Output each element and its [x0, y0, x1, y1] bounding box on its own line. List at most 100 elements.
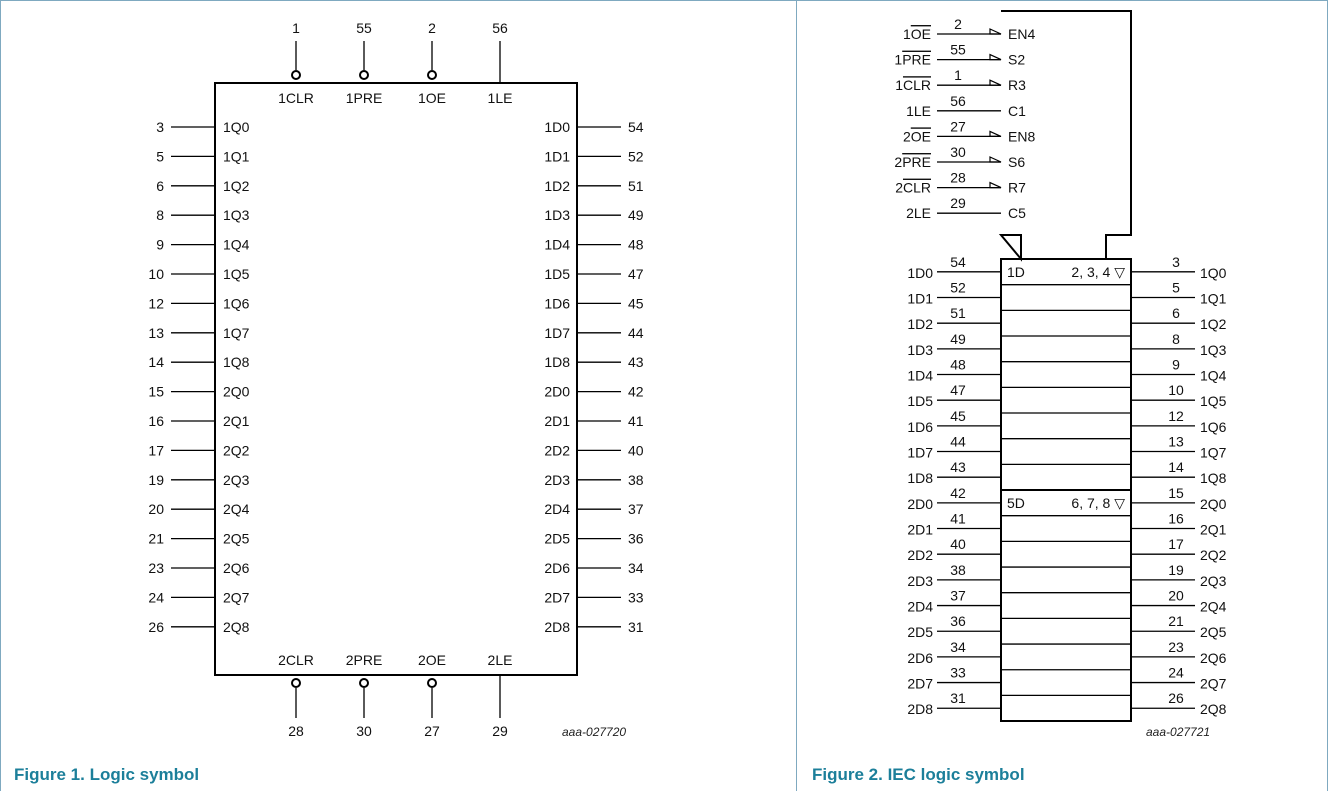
fig2-input-pin-number: 31 [950, 690, 966, 706]
fig1-right-pin-label: 2D2 [544, 442, 570, 458]
fig2-input-pin-name: 2D3 [907, 573, 933, 589]
fig1-right-pin-label: 1D5 [544, 266, 570, 282]
fig1-right-pin-number: 47 [628, 266, 644, 282]
fig2-input-pin-name: 1D6 [907, 419, 933, 435]
fig2-output-pin-name: 2Q1 [1200, 522, 1227, 538]
fig2-control-block [998, 10, 1132, 262]
fig2-input-pin-number: 40 [950, 536, 966, 552]
figure2-iec-logic-symbol: aaa-027721 Figure 2. IEC logic symbol 21… [812, 10, 1227, 784]
fig2-control-pin-name: 2LE [906, 205, 931, 221]
figure1-logic-symbol: aaa-027720 Figure 1. Logic symbol 1 1CLR 5… [14, 20, 644, 784]
fig2-input-pin-number: 54 [950, 254, 966, 270]
fig1-bottom-pin-number: 28 [288, 723, 304, 739]
fig1-left-pin-number: 16 [148, 413, 164, 429]
fig2-control-pin-overbar-text: PRE [902, 154, 931, 170]
fig2-output-pin-name: 1Q6 [1200, 419, 1227, 435]
fig1-active-low-bubble [427, 678, 437, 688]
fig1-right-pin-label: 1D4 [544, 237, 570, 253]
fig2-output-pin-number: 15 [1168, 485, 1184, 501]
fig1-right-pin-number: 45 [628, 295, 644, 311]
fig2-input-pin-name: 2D4 [907, 599, 933, 615]
fig2-control-pin-prefix: 2 [895, 180, 903, 196]
fig2-output-pin-name: 2Q6 [1200, 650, 1227, 666]
fig1-left-pin-number: 23 [148, 560, 164, 576]
fig1-right-pin-number: 36 [628, 531, 644, 547]
fig1-right-pin-number: 51 [628, 178, 644, 194]
fig2-input-pin-name: 2D8 [907, 701, 933, 717]
fig1-figure-code: aaa-027720 [562, 725, 626, 739]
fig1-right-pin-label: 2D5 [544, 531, 570, 547]
fig2-input-pin-name: 1D0 [907, 265, 933, 281]
fig1-left-pin-label: 2Q4 [223, 501, 250, 517]
fig1-left-pin-label: 2Q2 [223, 442, 250, 458]
fig2-control-pin-overbar-text: OE [911, 128, 931, 144]
fig2-output-pin-number: 13 [1168, 434, 1184, 450]
fig1-left-pin-label: 2Q6 [223, 560, 250, 576]
fig2-control-function-label: S6 [1008, 154, 1025, 170]
fig1-right-pin-label: 2D7 [544, 589, 570, 605]
fig1-right-pin-label: 1D0 [544, 119, 570, 135]
fig2-input-pin-number: 33 [950, 665, 966, 681]
fig2-input-pin-number: 41 [950, 511, 966, 527]
fig1-bottom-pin-label: 2LE [488, 652, 513, 668]
fig2-control-pin-number: 29 [950, 195, 966, 211]
fig1-left-pin-label: 2Q8 [223, 619, 250, 635]
fig1-right-pin-number: 41 [628, 413, 644, 429]
fig1-top-pin-label: 1PRE [346, 90, 383, 106]
fig2-output-pin-number: 3 [1172, 254, 1180, 270]
fig1-left-pin-number: 26 [148, 619, 164, 635]
fig2-input-pin-name: 1D1 [907, 291, 933, 307]
fig1-left-pin-number: 17 [148, 442, 164, 458]
fig2-control-pin-number: 2 [954, 16, 962, 32]
fig2-output-pin-name: 2Q8 [1200, 701, 1227, 717]
fig2-input-pin-number: 47 [950, 382, 966, 398]
fig1-bottom-pin-number: 27 [424, 723, 440, 739]
fig1-left-pin-label: 1Q4 [223, 237, 250, 253]
fig2-output-pin-number: 14 [1168, 459, 1184, 475]
fig2-output-pin-name: 2Q5 [1200, 624, 1227, 640]
fig2-control-function-label: R7 [1008, 180, 1026, 196]
fig1-left-pin-number: 15 [148, 384, 164, 400]
fig1-left-pin-number: 6 [156, 178, 164, 194]
fig2-control-pin-name: 1PRE [894, 52, 931, 68]
fig1-left-pin-label: 1Q6 [223, 295, 250, 311]
fig2-input-pin-name: 1D2 [907, 316, 933, 332]
fig2-control-function-label: EN8 [1008, 128, 1035, 144]
fig2-input-pin-number: 34 [950, 639, 966, 655]
fig2-output-pin-number: 19 [1168, 562, 1184, 578]
fig2-group-data-label: 5D [1007, 495, 1025, 511]
fig2-control-pin-name: 1OE [903, 26, 931, 42]
fig1-right-pin-number: 43 [628, 354, 644, 370]
fig2-control-pin-overbar-text: OE [911, 26, 931, 42]
fig2-dynamic-indicator [989, 53, 1002, 61]
fig2-output-pin-number: 9 [1172, 357, 1180, 373]
fig2-output-pin-number: 21 [1168, 613, 1184, 629]
fig1-caption: Figure 1. Logic symbol [14, 765, 199, 784]
fig1-right-pin-number: 44 [628, 325, 644, 341]
fig2-output-pin-name: 2Q0 [1200, 496, 1227, 512]
fig2-input-pin-name: 2D6 [907, 650, 933, 666]
fig2-output-pin-number: 26 [1168, 690, 1184, 706]
fig2-input-pin-number: 51 [950, 305, 966, 321]
fig1-left-pin-number: 14 [148, 354, 164, 370]
fig2-control-pin-number: 1 [954, 67, 962, 83]
fig2-output-pin-name: 2Q7 [1200, 676, 1227, 692]
fig1-left-pin-label: 2Q0 [223, 384, 250, 400]
fig2-control-pin-name: 1CLR [895, 77, 931, 93]
fig1-right-pin-label: 2D3 [544, 472, 570, 488]
fig1-left-pin-number: 21 [148, 531, 164, 547]
fig1-left-pin-number: 20 [148, 501, 164, 517]
fig2-control-pin-prefix: 1 [894, 52, 902, 68]
fig1-active-low-bubble [359, 70, 369, 80]
fig2-figure-code: aaa-027721 [1146, 725, 1210, 739]
fig2-input-pin-number: 48 [950, 357, 966, 373]
fig2-output-pin-number: 12 [1168, 408, 1184, 424]
fig2-control-function-label: C5 [1008, 205, 1026, 221]
fig1-left-pin-label: 1Q1 [223, 148, 250, 164]
fig2-output-pin-number: 20 [1168, 588, 1184, 604]
fig1-left-pin-label: 2Q7 [223, 589, 250, 605]
fig1-active-low-bubble [359, 678, 369, 688]
fig2-input-pin-name: 2D0 [907, 496, 933, 512]
fig2-output-pin-number: 10 [1168, 382, 1184, 398]
